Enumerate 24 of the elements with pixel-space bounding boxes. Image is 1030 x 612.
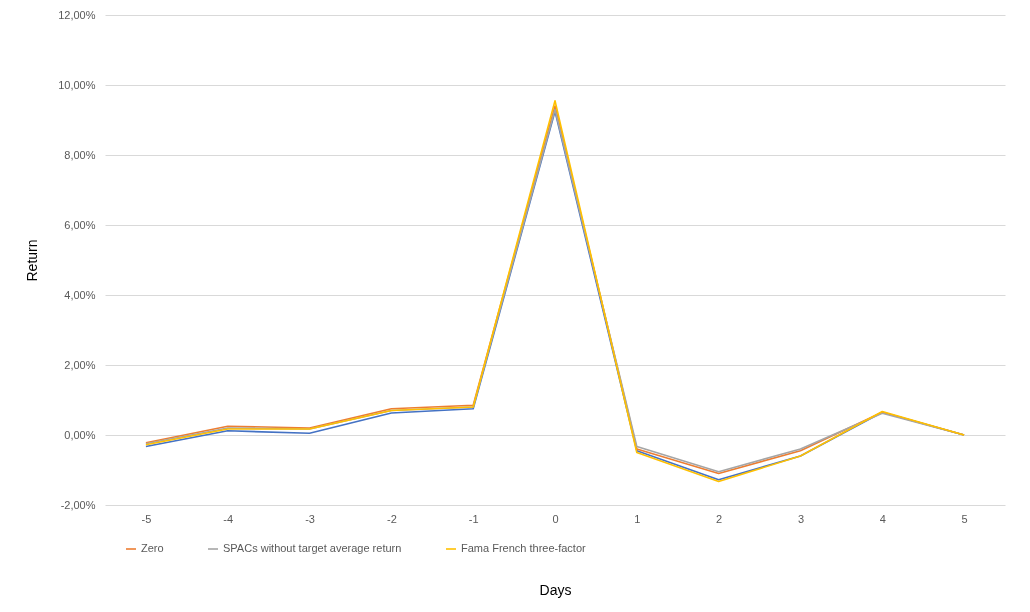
y-tick-label: 12,00% (58, 8, 96, 21)
x-tick-label: -4 (223, 512, 234, 525)
y-tick-label: 2,00% (64, 358, 96, 371)
y-tick-label: 0,00% (64, 428, 96, 441)
x-tick-label: -2 (386, 512, 397, 525)
y-tick-label: 10,00% (58, 78, 96, 91)
x-tick-label: 4 (879, 512, 886, 525)
y-tick-label: 6,00% (64, 218, 96, 231)
x-tick-label: 2 (716, 512, 723, 525)
x-tick-label: 5 (961, 512, 968, 525)
x-tick-label: -1 (468, 512, 479, 525)
legend-label: Fama French three-factor (461, 542, 587, 554)
x-axis-title: Days (539, 581, 572, 598)
x-tick-label: 3 (797, 512, 805, 525)
legend-label: Zero (141, 542, 164, 554)
y-tick-label: 8,00% (64, 148, 96, 161)
y-tick-label: 4,00% (64, 288, 96, 301)
y-tick-label: -2,00% (60, 498, 96, 511)
x-tick-label: 0 (552, 512, 559, 525)
x-tick-label: 1 (634, 512, 641, 525)
x-tick-label: -3 (305, 512, 315, 525)
y-axis-title: Return (24, 239, 41, 282)
legend-label: SPACs without target average return (223, 542, 402, 554)
x-tick-label: -5 (141, 512, 152, 525)
